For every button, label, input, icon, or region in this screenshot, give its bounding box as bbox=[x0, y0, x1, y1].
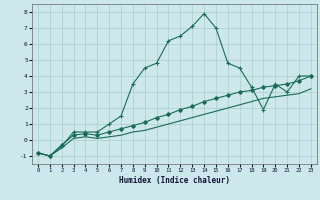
X-axis label: Humidex (Indice chaleur): Humidex (Indice chaleur) bbox=[119, 176, 230, 185]
